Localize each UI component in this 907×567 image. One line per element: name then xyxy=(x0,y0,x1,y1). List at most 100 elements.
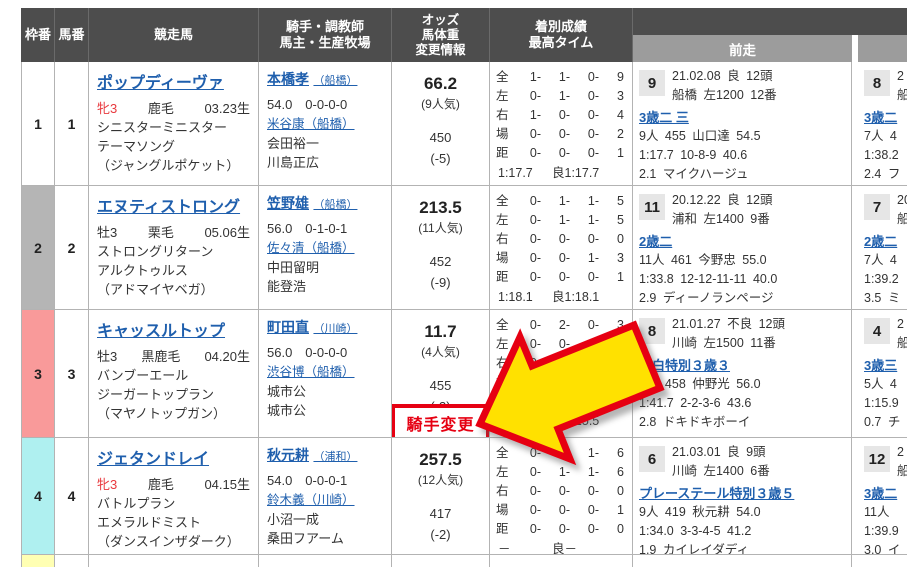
finish-position-badge: 8 xyxy=(864,70,890,96)
horse-cell: ジェタンドレイ 牝3 鹿毛 04.15生 バトルプラン エメラルドミスト （ダン… xyxy=(89,438,259,554)
trainer-link[interactable]: 佐々清（船橋） xyxy=(267,241,355,255)
table-row: 2 2 エヌティストロング 牡3 栗毛 05.06生 ストロングリターン アルク… xyxy=(21,186,907,310)
jockey-link[interactable]: 本橋孝 xyxy=(267,71,309,87)
breeder-label: 能登浩 xyxy=(267,279,307,294)
best-time-condition: 良1:15.5 xyxy=(552,414,600,428)
trainer-link[interactable]: 米谷康（船橋） xyxy=(267,117,355,131)
coat-label: 鹿毛 xyxy=(147,477,174,492)
horse-name-link[interactable]: キャッスルトップ xyxy=(97,323,226,340)
horse-number-cell xyxy=(55,555,89,567)
race-detail-line: 5人 4 xyxy=(864,377,897,391)
jockey-affiliation[interactable]: （浦和） xyxy=(313,451,358,463)
sex-age-label: 牡3 xyxy=(97,349,118,364)
jockey-cell: 秋元耕 （浦和） 54.0 0-0-0-1 鈴木義（川崎） 小沼一成 桑田フアー… xyxy=(259,438,392,554)
coat-label: 鹿毛 xyxy=(147,101,174,116)
race-name-link[interactable]: プレーステール特別３歳５ xyxy=(639,486,795,501)
jockey-link[interactable]: 秋元耕 xyxy=(267,447,309,463)
horse-number-cell: 1 xyxy=(55,62,89,185)
finish-position-badge: 6 xyxy=(639,446,665,472)
second-previous-race-cell xyxy=(858,555,907,567)
jockey-affiliation[interactable]: （船橋） xyxy=(313,75,358,87)
horse-name-link[interactable]: エヌティストロング xyxy=(97,199,241,216)
race-detail-line: 9人 455 山口達 54.5 xyxy=(639,129,761,143)
race-time-line: 1:39.2 xyxy=(864,272,899,286)
race-name-link[interactable]: 3歳二 三 xyxy=(639,110,689,125)
race-name-link[interactable]: 2歳二 xyxy=(864,234,898,249)
frame-number-cell xyxy=(21,555,55,567)
horse-name-link[interactable]: ポップディーヴァ xyxy=(97,75,224,92)
weight-record-label: 54.0 0-0-0-0 xyxy=(267,97,348,112)
race-detail-line: 7人 4 xyxy=(864,129,897,143)
table-body: 1 1 ポップディーヴァ 牝3 鹿毛 03.23生 シニスターミニスター テーマ… xyxy=(21,62,907,555)
race-name-link[interactable]: 3歳二 xyxy=(864,110,898,125)
jockey-link[interactable]: 笠野雄 xyxy=(267,195,309,211)
race-margin-line: 2.9 ディーノランページ xyxy=(639,291,774,305)
damsire-label: （マヤノトップガン） xyxy=(97,406,226,421)
horse-number-cell: 2 xyxy=(55,186,89,309)
header-odds-weight: オッズ 馬体重 変更情報 xyxy=(392,8,490,62)
column-gap xyxy=(852,438,858,554)
best-time: 1:15.5 xyxy=(498,414,533,428)
race-time-line: 1:15.9 xyxy=(864,396,899,410)
race-name-link[interactable]: 目白特別３歳３ xyxy=(639,358,731,373)
race-margin-line: 1.9 カイレイダディ xyxy=(639,543,749,554)
sire-label: バンブーエール xyxy=(97,368,189,383)
odds-value: 257.5 xyxy=(419,450,462,469)
jockey-affiliation[interactable]: （川崎） xyxy=(313,323,358,335)
popularity-label: (12人気) xyxy=(417,473,464,487)
results-cell: 全 0- 1- 1- 5 左 0- 1- 1- 5 右 0- 0- 0- 0 場 0- 0- 1- 3 距 0- 0… xyxy=(490,186,633,309)
results-line-right: 右 0- 0- 0- 0 xyxy=(496,232,624,246)
breeder-label: 城市公 xyxy=(267,403,307,418)
horse-weight-label: 417 xyxy=(429,506,452,521)
horse-weight-label: 450 xyxy=(429,130,452,145)
horse-name-link[interactable]: ジェタンドレイ xyxy=(97,451,210,468)
horse-profile-line: 牡3 黒鹿毛 04.20生 xyxy=(97,348,252,366)
jockey-cell: 本橋孝 （船橋） 54.0 0-0-0-0 米谷康（船橋） 会田裕一 川島正広 xyxy=(259,62,392,185)
finish-position-badge: 9 xyxy=(639,70,665,96)
jockey-affiliation[interactable]: （船橋） xyxy=(313,199,358,211)
race-margin-line: 2.8 ドキドキボーイ xyxy=(639,415,751,429)
race-name-link[interactable]: 3歳三 xyxy=(864,358,898,373)
sex-age-label: 牡3 xyxy=(97,225,118,240)
horse-profile-line: 牝3 鹿毛 03.23生 xyxy=(97,100,252,118)
weight-record-label: 56.0 0-0-0-0 xyxy=(267,345,348,360)
race-detail-line: 9人 419 秋元耕 54.0 xyxy=(639,505,761,519)
horse-cell: ポップディーヴァ 牝3 鹿毛 03.23生 シニスターミニスター テーマソング … xyxy=(89,62,259,185)
horse-number-cell: 3 xyxy=(55,310,89,437)
race-name-link[interactable]: 2歳二 xyxy=(639,234,673,249)
dam-label: ジーガートップラン xyxy=(97,387,215,402)
damsire-label: （ダンスインザダーク） xyxy=(97,534,240,549)
weight-record-label: 56.0 0-1-0-1 xyxy=(267,221,348,236)
header-frame-number: 枠番 xyxy=(21,8,55,62)
race-margin-line: 3.5 ミ xyxy=(864,291,901,305)
results-line-distance: 距 0- 0- 0- 1 xyxy=(496,270,624,284)
trainer-link[interactable]: 渋谷博（船橋） xyxy=(267,365,355,379)
birth-date-label: 04.15生 xyxy=(204,477,250,492)
previous-race-cell: 8 21.01.27 不良 12頭 川崎 左1500 11番 目白特別３歳３ 5… xyxy=(633,310,852,437)
best-time-condition: 良1:18.1 xyxy=(552,290,600,304)
race-time-line: 1:33.8 12-12-11-11 40.0 xyxy=(639,272,778,286)
race-margin-line: 2.4 フ xyxy=(864,167,901,181)
header-second-previous-race xyxy=(858,35,907,62)
jockey-cell xyxy=(259,555,392,567)
header-jockey-trainer: 騎手・調教師 馬主・生産牧場 xyxy=(259,8,392,62)
race-course-line: 浦和 左1400 9番 xyxy=(672,212,770,226)
jockey-link[interactable]: 町田直 xyxy=(267,319,309,335)
race-course-line: 船 xyxy=(897,464,907,478)
race-margin-line: 3.0 イ xyxy=(864,543,901,554)
sex-age-label: 牝3 xyxy=(97,101,118,116)
table-row: 4 4 ジェタンドレイ 牝3 鹿毛 04.15生 バトルプラン エメラルドミスト… xyxy=(21,438,907,555)
best-time-condition: 良1:17.7 xyxy=(552,166,600,180)
trainer-link[interactable]: 鈴木義（川崎） xyxy=(267,493,355,507)
coat-label: 栗毛 xyxy=(147,225,174,240)
race-name-link[interactable]: 3歳二 xyxy=(864,486,898,501)
race-detail-line: 11人 xyxy=(864,505,890,519)
birth-date-label: 03.23生 xyxy=(204,101,250,116)
race-date-line: 21.01.27 不良 12頭 xyxy=(672,317,786,331)
race-course-line: 船橋 左1200 12番 xyxy=(672,88,777,102)
header-horse: 競走馬 xyxy=(89,8,259,62)
odds-cell: 66.2 (9人気) 450 (-5) xyxy=(392,62,490,185)
race-course-line: 船 xyxy=(897,336,907,350)
weight-diff-label: (-5) xyxy=(430,151,451,166)
results-line-distance: 距 0- 0- 0- 1 xyxy=(496,146,624,160)
